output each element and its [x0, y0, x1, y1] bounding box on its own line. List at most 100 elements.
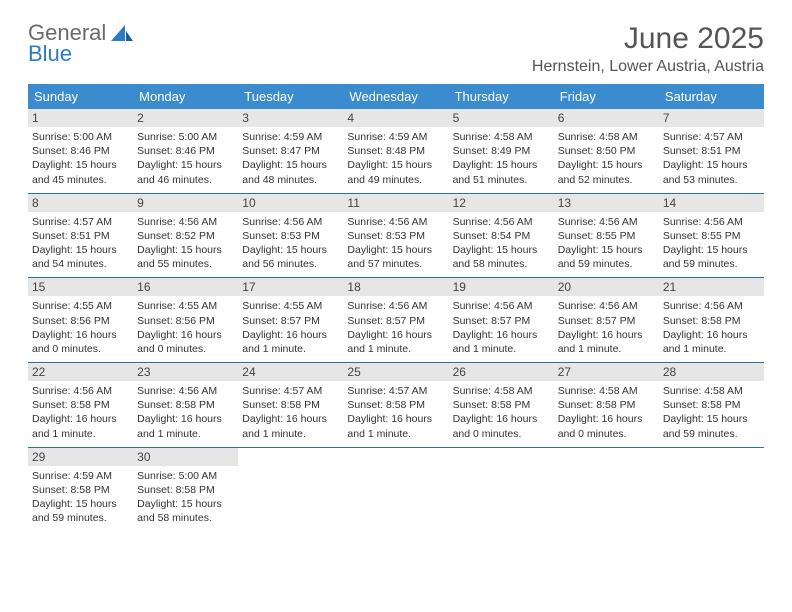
sunset-text: Sunset: 8:58 PM — [663, 398, 760, 412]
daylight-text: Daylight: 15 hours and 48 minutes. — [242, 158, 339, 186]
day-number: 3 — [238, 109, 343, 127]
sunset-text: Sunset: 8:49 PM — [453, 144, 550, 158]
weeks-container: 1Sunrise: 5:00 AMSunset: 8:46 PMDaylight… — [28, 109, 764, 531]
sunset-text: Sunset: 8:46 PM — [137, 144, 234, 158]
day-cell: 4 Sunrise: 4:59 AMSunset: 8:48 PMDaylight… — [343, 109, 448, 193]
page: General Blue June 2025 Hernstein, Lower … — [0, 0, 792, 551]
day-number: 4 — [343, 109, 448, 127]
sunset-text: Sunset: 8:57 PM — [347, 314, 444, 328]
day-cell: 20Sunrise: 4:56 AMSunset: 8:57 PMDayligh… — [554, 278, 659, 362]
sunrise-text: Sunrise: 4:58 AM — [663, 384, 760, 398]
sunrise-text: Sunrise: 4:58 AM — [453, 384, 550, 398]
day-cell: 13Sunrise: 4:56 AMSunset: 8:55 PMDayligh… — [554, 194, 659, 278]
day-cell: 8Sunrise: 4:57 AMSunset: 8:51 PMDaylight… — [28, 194, 133, 278]
day-body: Sunrise: 4:59 AMSunset: 8:48 PMDaylight:… — [347, 130, 444, 187]
daylight-text: Daylight: 15 hours and 56 minutes. — [242, 243, 339, 271]
day-cell: 11Sunrise: 4:56 AMSunset: 8:53 PMDayligh… — [343, 194, 448, 278]
day-cell: 7 Sunrise: 4:57 AMSunset: 8:51 PMDaylight… — [659, 109, 764, 193]
daylight-text: Daylight: 16 hours and 1 minute. — [453, 328, 550, 356]
day-number: 6 — [554, 109, 659, 127]
day-body: Sunrise: 4:58 AMSunset: 8:49 PMDaylight:… — [453, 130, 550, 187]
daylight-text: Daylight: 15 hours and 46 minutes. — [137, 158, 234, 186]
daylight-text: Daylight: 15 hours and 55 minutes. — [137, 243, 234, 271]
weekday-tue: Tuesday — [238, 84, 343, 109]
daylight-text: Daylight: 16 hours and 0 minutes. — [32, 328, 129, 356]
daylight-text: Daylight: 15 hours and 59 minutes. — [32, 497, 129, 525]
sunrise-text: Sunrise: 4:56 AM — [558, 299, 655, 313]
daylight-text: Daylight: 16 hours and 1 minute. — [242, 328, 339, 356]
daylight-text: Daylight: 15 hours and 59 minutes. — [663, 412, 760, 440]
day-number: 17 — [238, 278, 343, 296]
day-body: Sunrise: 4:59 AMSunset: 8:47 PMDaylight:… — [242, 130, 339, 187]
day-body: Sunrise: 4:55 AMSunset: 8:56 PMDaylight:… — [137, 299, 234, 356]
day-number: 9 — [133, 194, 238, 212]
sunset-text: Sunset: 8:57 PM — [242, 314, 339, 328]
daylight-text: Daylight: 15 hours and 54 minutes. — [32, 243, 129, 271]
daylight-text: Daylight: 15 hours and 59 minutes. — [558, 243, 655, 271]
month-title: June 2025 — [532, 22, 764, 56]
day-body: Sunrise: 4:57 AMSunset: 8:58 PMDaylight:… — [347, 384, 444, 441]
weekday-header-row: Sunday Monday Tuesday Wednesday Thursday… — [28, 84, 764, 109]
title-block: June 2025 Hernstein, Lower Austria, Aust… — [532, 22, 764, 76]
daylight-text: Daylight: 16 hours and 1 minute. — [347, 328, 444, 356]
daylight-text: Daylight: 15 hours and 57 minutes. — [347, 243, 444, 271]
sunrise-text: Sunrise: 4:58 AM — [558, 130, 655, 144]
day-body: Sunrise: 4:58 AMSunset: 8:58 PMDaylight:… — [663, 384, 760, 441]
day-number: 15 — [28, 278, 133, 296]
daylight-text: Daylight: 16 hours and 0 minutes. — [558, 412, 655, 440]
day-cell — [238, 448, 343, 532]
sunrise-text: Sunrise: 4:56 AM — [663, 299, 760, 313]
sunset-text: Sunset: 8:48 PM — [347, 144, 444, 158]
week-row: 29 Sunrise: 4:59 AMSunset: 8:58 PMDayligh… — [28, 448, 764, 532]
sunset-text: Sunset: 8:51 PM — [663, 144, 760, 158]
sunset-text: Sunset: 8:58 PM — [32, 483, 129, 497]
day-cell — [343, 448, 448, 532]
calendar: Sunday Monday Tuesday Wednesday Thursday… — [28, 84, 764, 531]
day-cell: 14Sunrise: 4:56 AMSunset: 8:55 PMDayligh… — [659, 194, 764, 278]
day-cell: 2 Sunrise: 5:00 AMSunset: 8:46 PMDaylight… — [133, 109, 238, 193]
week-row: 8Sunrise: 4:57 AMSunset: 8:51 PMDaylight… — [28, 194, 764, 279]
day-cell: 12Sunrise: 4:56 AMSunset: 8:54 PMDayligh… — [449, 194, 554, 278]
daylight-text: Daylight: 16 hours and 1 minute. — [32, 412, 129, 440]
sunrise-text: Sunrise: 4:56 AM — [453, 215, 550, 229]
week-row: 15Sunrise: 4:55 AMSunset: 8:56 PMDayligh… — [28, 278, 764, 363]
sunset-text: Sunset: 8:52 PM — [137, 229, 234, 243]
day-body: Sunrise: 4:56 AMSunset: 8:52 PMDaylight:… — [137, 215, 234, 272]
sunset-text: Sunset: 8:47 PM — [242, 144, 339, 158]
daylight-text: Daylight: 16 hours and 1 minute. — [242, 412, 339, 440]
day-body: Sunrise: 4:58 AMSunset: 8:58 PMDaylight:… — [453, 384, 550, 441]
day-body: Sunrise: 4:56 AMSunset: 8:53 PMDaylight:… — [347, 215, 444, 272]
day-body: Sunrise: 4:58 AMSunset: 8:58 PMDaylight:… — [558, 384, 655, 441]
header: General Blue June 2025 Hernstein, Lower … — [28, 22, 764, 76]
day-number: 10 — [238, 194, 343, 212]
sunrise-text: Sunrise: 4:57 AM — [347, 384, 444, 398]
sunset-text: Sunset: 8:57 PM — [453, 314, 550, 328]
day-body: Sunrise: 4:58 AMSunset: 8:50 PMDaylight:… — [558, 130, 655, 187]
day-body: Sunrise: 4:56 AMSunset: 8:58 PMDaylight:… — [663, 299, 760, 356]
sunset-text: Sunset: 8:58 PM — [663, 314, 760, 328]
day-cell: 6 Sunrise: 4:58 AMSunset: 8:50 PMDaylight… — [554, 109, 659, 193]
sunset-text: Sunset: 8:57 PM — [558, 314, 655, 328]
brand-line2: Blue — [28, 43, 133, 65]
sunset-text: Sunset: 8:56 PM — [137, 314, 234, 328]
day-cell: 1Sunrise: 5:00 AMSunset: 8:46 PMDaylight… — [28, 109, 133, 193]
day-number: 24 — [238, 363, 343, 381]
sunrise-text: Sunrise: 5:00 AM — [137, 130, 234, 144]
day-number: 7 — [659, 109, 764, 127]
daylight-text: Daylight: 16 hours and 0 minutes. — [453, 412, 550, 440]
sunrise-text: Sunrise: 4:56 AM — [347, 299, 444, 313]
sunrise-text: Sunrise: 4:56 AM — [32, 384, 129, 398]
day-number: 2 — [133, 109, 238, 127]
day-body: Sunrise: 4:59 AMSunset: 8:58 PMDaylight:… — [32, 469, 129, 526]
day-body: Sunrise: 4:56 AMSunset: 8:53 PMDaylight:… — [242, 215, 339, 272]
day-number: 29 — [28, 448, 133, 466]
daylight-text: Daylight: 15 hours and 45 minutes. — [32, 158, 129, 186]
day-body: Sunrise: 5:00 AMSunset: 8:58 PMDaylight:… — [137, 469, 234, 526]
day-body: Sunrise: 4:57 AMSunset: 8:51 PMDaylight:… — [663, 130, 760, 187]
day-cell: 19Sunrise: 4:56 AMSunset: 8:57 PMDayligh… — [449, 278, 554, 362]
brand-logo: General Blue — [28, 22, 133, 65]
daylight-text: Daylight: 15 hours and 58 minutes. — [453, 243, 550, 271]
day-number: 25 — [343, 363, 448, 381]
day-number: 12 — [449, 194, 554, 212]
sunset-text: Sunset: 8:53 PM — [347, 229, 444, 243]
